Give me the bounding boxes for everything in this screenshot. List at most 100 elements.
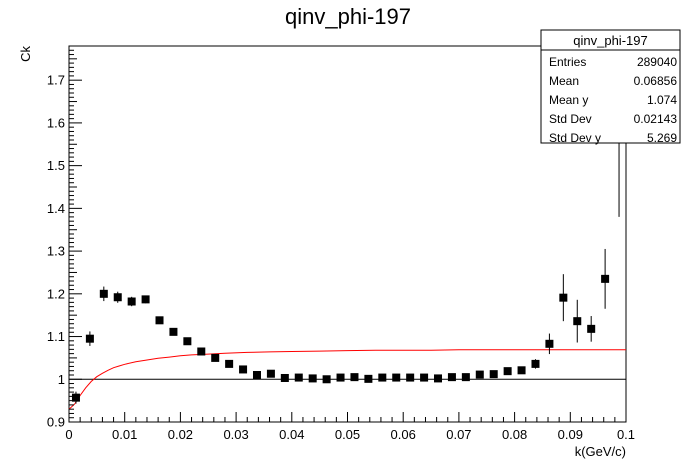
data-point <box>225 359 234 368</box>
data-point <box>406 373 415 382</box>
data-point <box>545 333 554 355</box>
data-point <box>350 373 359 382</box>
data-point <box>378 373 387 382</box>
data-point <box>475 370 484 379</box>
data-point <box>517 366 526 375</box>
stats-label: Std Dev <box>549 112 592 126</box>
data-marker <box>461 373 470 382</box>
y-tick-label: 1.7 <box>47 73 65 88</box>
data-point <box>294 373 303 382</box>
data-point <box>364 374 373 383</box>
y-tick-label: 1.4 <box>47 201 65 216</box>
data-marker <box>573 317 582 326</box>
data-marker <box>406 373 415 382</box>
x-tick-label: 0.04 <box>279 427 304 442</box>
stats-value: 289040 <box>637 55 677 69</box>
data-point <box>573 299 582 343</box>
data-point <box>239 365 248 374</box>
data-marker <box>601 274 610 283</box>
stats-box-title: qinv_phi-197 <box>573 33 647 48</box>
x-tick-label: 0 <box>65 427 72 442</box>
data-marker <box>113 293 122 302</box>
data-point <box>252 371 261 379</box>
y-axis-title: Ck <box>18 46 33 62</box>
stats-value: 0.06856 <box>634 74 678 88</box>
data-marker <box>99 289 108 298</box>
data-point <box>489 370 498 379</box>
stats-value: 0.02143 <box>634 112 678 126</box>
data-marker <box>197 347 206 356</box>
stats-box-frame <box>540 29 681 144</box>
data-point <box>99 286 108 302</box>
data-marker <box>545 339 554 348</box>
data-marker <box>308 374 317 383</box>
stats-value: 5.269 <box>647 131 677 145</box>
x-tick-label: 0.05 <box>335 427 360 442</box>
data-point <box>531 359 540 369</box>
data-point <box>280 373 289 382</box>
x-tick-label: 0.1 <box>617 427 635 442</box>
data-marker <box>503 367 512 376</box>
y-tick-label: 1.5 <box>47 158 65 173</box>
data-point <box>434 374 443 383</box>
data-marker <box>531 359 540 368</box>
data-marker <box>211 353 220 362</box>
data-point <box>266 369 275 378</box>
y-tick-label: 1.6 <box>47 115 65 130</box>
stats-row: Mean y 1.074 <box>549 93 677 107</box>
stats-row: Std Dev y 5.269 <box>549 131 677 145</box>
x-tick-label: 0.01 <box>112 427 137 442</box>
stats-row: Entries 289040 <box>549 55 677 69</box>
data-point <box>183 337 192 346</box>
data-marker <box>169 327 178 336</box>
x-tick-label: 0.07 <box>446 427 471 442</box>
data-point <box>601 248 610 309</box>
stats-label: Entries <box>549 55 586 69</box>
stats-label: Mean <box>549 74 579 88</box>
data-marker <box>587 324 596 333</box>
stats-label: Std Dev y <box>549 131 601 145</box>
data-point <box>71 391 80 404</box>
data-marker <box>517 366 526 375</box>
data-point <box>211 353 220 362</box>
data-marker <box>71 393 80 402</box>
x-axis-title: k(GeV/c) <box>575 444 626 459</box>
stats-row: Std Dev 0.02143 <box>549 112 677 126</box>
data-point <box>113 291 122 303</box>
data-marker <box>378 373 387 382</box>
y-tick-label: 1.2 <box>47 286 65 301</box>
x-tick-label: 0.03 <box>223 427 248 442</box>
data-marker <box>252 371 261 379</box>
stats-label: Mean y <box>549 93 588 107</box>
stats-value: 1.074 <box>647 93 677 107</box>
y-tick-label: 1 <box>58 372 65 387</box>
data-marker <box>239 365 248 374</box>
data-marker <box>447 373 456 382</box>
y-tick-label: 0.9 <box>47 415 65 430</box>
data-point <box>127 296 136 307</box>
data-point <box>322 375 331 384</box>
data-marker <box>559 293 568 302</box>
x-tick-label: 0.08 <box>502 427 527 442</box>
data-point <box>308 374 317 383</box>
data-marker <box>294 373 303 382</box>
data-point <box>155 316 164 325</box>
data-marker <box>322 375 331 384</box>
x-tick-label: 0.09 <box>558 427 583 442</box>
data-marker <box>475 370 484 379</box>
data-point <box>169 327 178 336</box>
data-point <box>559 274 568 322</box>
x-tick-label: 0.06 <box>391 427 416 442</box>
data-marker <box>434 374 443 383</box>
data-point <box>85 331 94 346</box>
data-point <box>461 373 470 382</box>
x-tick-label: 0.02 <box>168 427 193 442</box>
data-marker <box>225 359 234 368</box>
data-point <box>197 347 206 356</box>
stats-row: Mean 0.06856 <box>549 74 677 88</box>
data-marker <box>155 316 164 325</box>
data-marker <box>85 334 94 343</box>
data-marker <box>280 373 289 382</box>
